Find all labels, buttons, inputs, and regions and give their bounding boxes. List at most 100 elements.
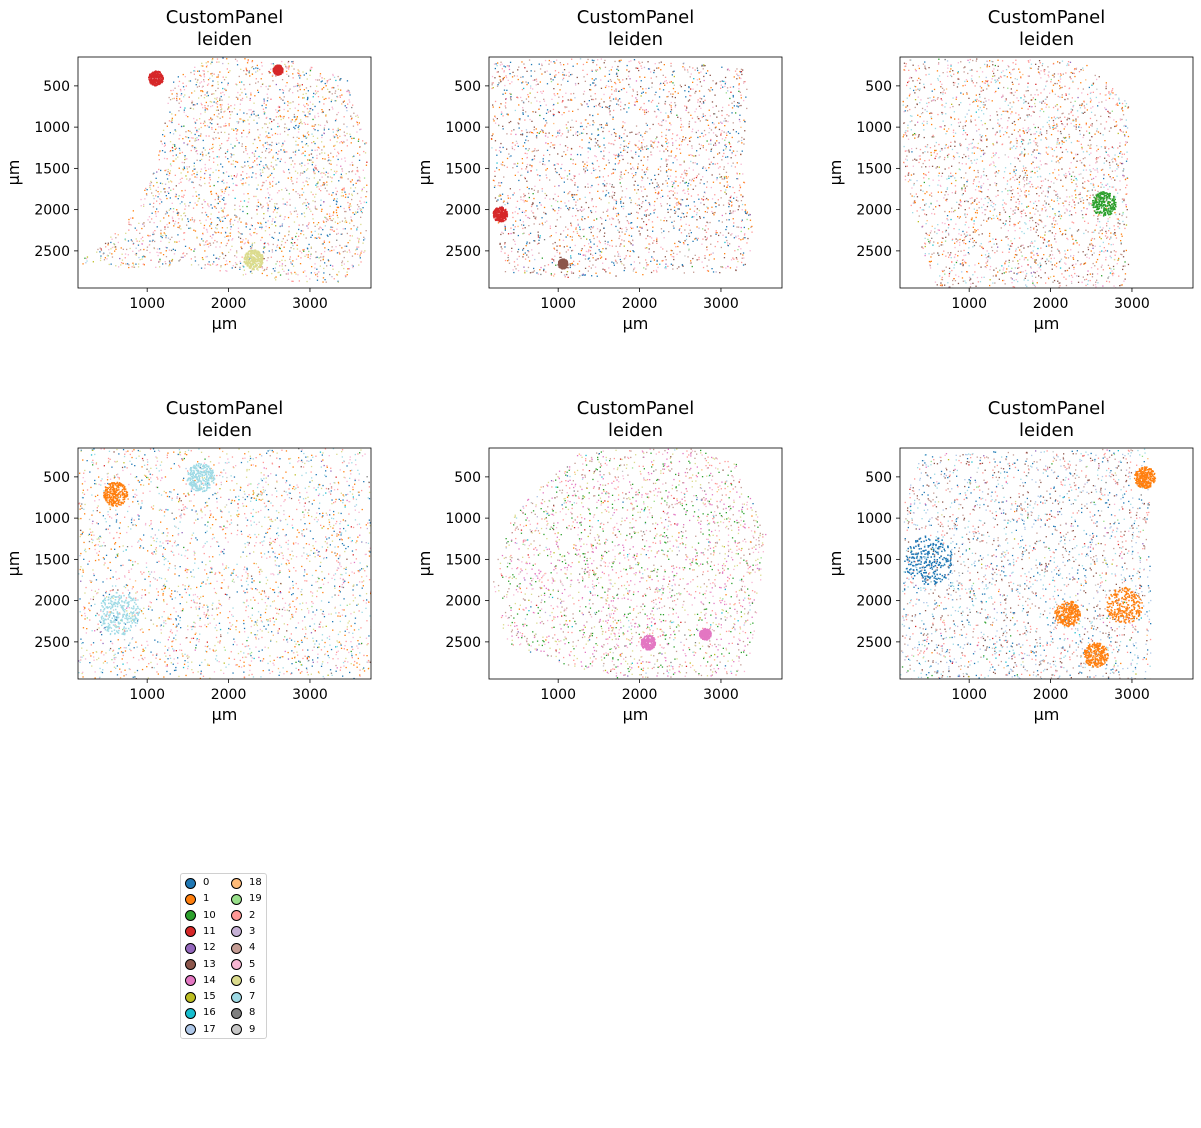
- cell-point: [326, 181, 328, 183]
- cell-point: [186, 178, 188, 180]
- cell-point: [263, 246, 265, 248]
- cell-point: [201, 104, 203, 106]
- cell-point: [696, 226, 698, 228]
- cell-point: [257, 199, 259, 201]
- cell-point: [277, 158, 279, 160]
- cell-point: [567, 267, 569, 269]
- cell-point: [151, 82, 153, 84]
- cell-point: [305, 87, 308, 89]
- cell-point: [149, 184, 152, 186]
- cell-point: [235, 216, 237, 218]
- cell-point: [190, 149, 192, 152]
- cell-point: [624, 233, 626, 235]
- cell-point: [541, 188, 543, 190]
- cell-point: [299, 250, 301, 252]
- cell-point: [701, 261, 703, 263]
- cell-point: [104, 257, 106, 259]
- cell-point: [215, 264, 217, 266]
- cell-point: [279, 215, 281, 217]
- cell-point: [339, 95, 341, 97]
- cell-point: [151, 80, 153, 82]
- cell-point: [297, 84, 299, 86]
- cell-point: [132, 243, 134, 245]
- cell-point: [228, 137, 230, 139]
- cell-point: [545, 174, 547, 176]
- cell-point: [219, 147, 222, 149]
- cell-point: [741, 136, 743, 139]
- cell-point: [196, 176, 198, 179]
- x-tick-label: 3000: [292, 296, 328, 312]
- cell-point: [286, 201, 288, 203]
- cell-point: [289, 211, 292, 213]
- cell-point: [208, 135, 210, 137]
- cell-point: [570, 93, 572, 95]
- cell-point: [159, 82, 162, 85]
- cell-point: [507, 256, 509, 259]
- cell-point: [160, 140, 162, 142]
- cell-point: [199, 82, 201, 84]
- cell-point: [166, 178, 169, 180]
- cell-point: [592, 205, 594, 208]
- cell-point: [622, 202, 625, 204]
- cell-point: [348, 249, 350, 251]
- cell-point: [171, 260, 173, 262]
- cell-point: [317, 90, 319, 93]
- cell-point: [335, 187, 337, 189]
- cell-point: [678, 144, 680, 146]
- cell-point: [205, 219, 207, 221]
- cell-point: [499, 182, 501, 184]
- cell-point: [296, 117, 298, 119]
- cell-point: [603, 155, 605, 157]
- cell-point: [338, 271, 340, 273]
- cell-point: [312, 213, 314, 216]
- cell-point: [250, 265, 252, 267]
- cell-point: [510, 96, 512, 98]
- cell-point: [348, 205, 350, 207]
- cell-point: [690, 184, 692, 186]
- cell-point: [666, 139, 668, 141]
- cell-point: [260, 255, 262, 257]
- cell-point: [207, 70, 209, 73]
- cell-point: [284, 161, 286, 164]
- cell-point: [705, 72, 707, 74]
- cell-point: [204, 125, 206, 127]
- cell-point: [289, 256, 291, 258]
- cell-point: [636, 192, 638, 194]
- cell-point: [555, 74, 557, 76]
- cell-point: [623, 108, 625, 110]
- cell-point: [247, 201, 250, 203]
- cell-point: [340, 150, 343, 152]
- cell-point: [341, 191, 343, 194]
- cell-point: [164, 183, 167, 185]
- cell-point: [315, 168, 317, 170]
- cell-point: [265, 148, 268, 150]
- cell-point: [221, 191, 223, 193]
- cell-point: [512, 239, 515, 241]
- cell-point: [645, 223, 648, 226]
- cell-point: [293, 113, 295, 116]
- cell-point: [645, 259, 647, 261]
- cell-point: [227, 107, 230, 109]
- cell-point: [306, 103, 308, 105]
- cell-point: [261, 266, 263, 268]
- cell-point: [532, 203, 534, 205]
- cell-point: [241, 132, 243, 134]
- cell-point: [307, 168, 309, 170]
- cell-point: [250, 234, 252, 237]
- cell-point: [571, 193, 573, 196]
- cell-point: [534, 79, 536, 81]
- cell-point: [278, 232, 281, 234]
- cell-point: [637, 67, 639, 69]
- cell-point: [225, 76, 227, 78]
- cell-point: [178, 260, 180, 262]
- cell-point: [318, 79, 320, 81]
- cell-point: [221, 108, 223, 110]
- cell-point: [337, 281, 339, 283]
- cell-point: [647, 169, 649, 171]
- cell-point: [641, 169, 643, 171]
- cell-point: [672, 194, 674, 196]
- cell-point: [251, 255, 253, 257]
- cell-point: [659, 124, 661, 126]
- cell-point: [331, 180, 333, 183]
- cell-point: [200, 222, 202, 224]
